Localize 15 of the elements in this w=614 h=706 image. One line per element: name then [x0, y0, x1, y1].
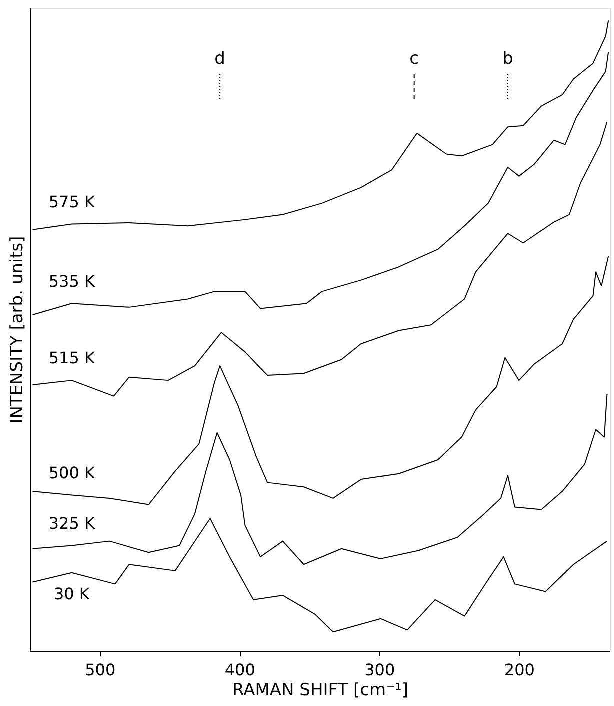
series-label: 325 K	[48, 514, 96, 533]
ref-line-label: d	[214, 49, 226, 69]
x-tick-label: 500	[85, 660, 116, 680]
ref-line-label: c	[410, 49, 420, 69]
series-label: 575 K	[48, 192, 96, 212]
x-axis-title: RAMAN SHIFT [cm⁻¹]	[232, 680, 408, 700]
x-tick-label: 200	[504, 660, 535, 680]
y-axis-title: INTENSITY [arb. units]	[8, 236, 28, 424]
series-label: 30 K	[54, 584, 90, 604]
x-tick-label: 300	[364, 660, 396, 680]
ref-line-label: b	[502, 49, 514, 69]
series-label: 500 K	[48, 463, 96, 482]
x-tick-label: 400	[224, 660, 256, 680]
series-label: 535 K	[48, 272, 96, 291]
series-label: 515 K	[48, 348, 96, 368]
